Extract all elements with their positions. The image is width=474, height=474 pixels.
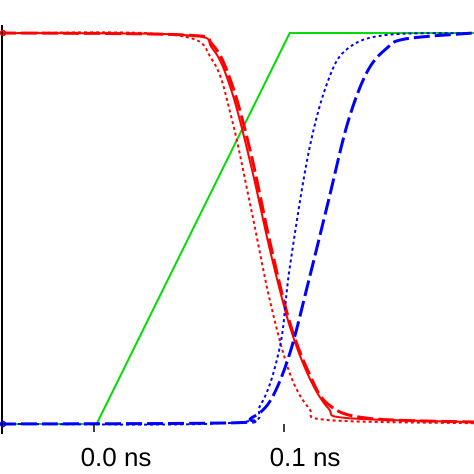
series-line-2 [0, 32, 474, 424]
y-axis-marker-top [0, 29, 7, 37]
y-axis-marker-bottom [0, 420, 7, 428]
series-line-3 [0, 31, 474, 425]
series-line-4 [0, 32, 474, 426]
series-line-5 [0, 31, 474, 426]
series-line-0 [0, 32, 474, 425]
plot-lines [0, 31, 474, 426]
x-tick-label-0: 0.0 ns [81, 442, 152, 472]
x-tick-label-1: 0.1 ns [270, 442, 341, 472]
series-line-1 [0, 31, 474, 424]
